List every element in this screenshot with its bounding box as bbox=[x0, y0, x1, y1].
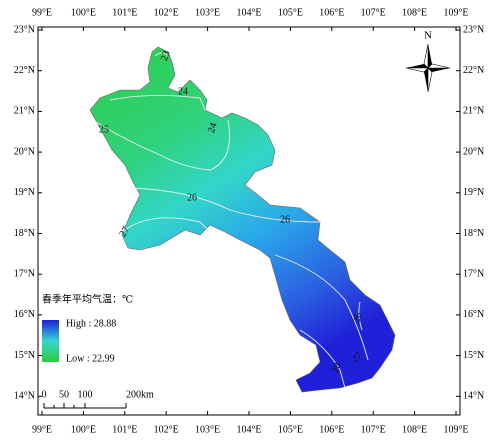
legend-ramp bbox=[42, 320, 59, 362]
legend-title: 春季年平均气温：℃ bbox=[42, 292, 133, 305]
x-label-top: 105°E bbox=[278, 7, 303, 18]
legend-high: High : 28.88 bbox=[66, 318, 116, 329]
y-label-right: 18°N bbox=[463, 228, 484, 239]
north-arrow bbox=[405, 43, 451, 93]
y-label-right: 21°N bbox=[463, 106, 484, 117]
scale-label: 0 bbox=[42, 389, 47, 400]
contour-label: 25 bbox=[99, 124, 109, 135]
contour-label: 26 bbox=[352, 312, 365, 324]
contour-lines bbox=[95, 52, 369, 389]
scale-bar bbox=[43, 403, 127, 409]
x-label-top: 108°E bbox=[402, 7, 427, 18]
y-label-right: 14°N bbox=[463, 391, 484, 402]
country-shape bbox=[89, 46, 396, 393]
x-label-top: 101°E bbox=[112, 7, 137, 18]
y-label-left: 20°N bbox=[14, 146, 35, 157]
y-label-right: 20°N bbox=[463, 146, 484, 157]
frame-ticks bbox=[38, 27, 460, 415]
x-label-bottom: 105°E bbox=[278, 424, 303, 435]
x-label-top: 103°E bbox=[195, 7, 220, 18]
y-label-left: 19°N bbox=[14, 187, 35, 198]
north-label: N bbox=[424, 30, 432, 42]
scale-label: 50 bbox=[59, 389, 69, 400]
x-label-bottom: 103°E bbox=[195, 424, 220, 435]
x-label-bottom: 101°E bbox=[112, 424, 137, 435]
y-label-right: 17°N bbox=[463, 268, 484, 279]
y-label-left: 22°N bbox=[14, 65, 35, 76]
contour-label: 23 bbox=[159, 49, 173, 62]
contour-label: 26 bbox=[280, 214, 290, 225]
contour-label: 26 bbox=[187, 192, 197, 203]
y-label-left: 18°N bbox=[14, 228, 35, 239]
x-label-top: 102°E bbox=[154, 7, 179, 18]
x-label-bottom: 106°E bbox=[319, 424, 344, 435]
contour-label: 27 bbox=[118, 225, 133, 239]
contour-label: 28 bbox=[330, 361, 344, 374]
y-label-left: 16°N bbox=[14, 309, 35, 320]
legend-low: Low : 22.99 bbox=[66, 353, 115, 364]
y-label-left: 15°N bbox=[14, 350, 35, 361]
x-label-top: 109°E bbox=[443, 7, 468, 18]
y-label-left: 21°N bbox=[14, 106, 35, 117]
y-label-left: 14°N bbox=[14, 391, 35, 402]
y-label-right: 23°N bbox=[463, 24, 484, 35]
x-label-bottom: 109°E bbox=[443, 424, 468, 435]
x-label-bottom: 100°E bbox=[71, 424, 96, 435]
x-label-bottom: 107°E bbox=[361, 424, 386, 435]
scale-labels: 0 50 100 200km bbox=[42, 389, 155, 400]
scale-label: 100 bbox=[78, 389, 93, 400]
x-label-top: 104°E bbox=[236, 7, 261, 18]
x-label-top: 99°E bbox=[32, 7, 52, 18]
y-label-left: 17°N bbox=[14, 268, 35, 279]
x-label-top: 106°E bbox=[319, 7, 344, 18]
x-label-bottom: 102°E bbox=[154, 424, 179, 435]
y-label-right: 15°N bbox=[463, 350, 484, 361]
x-label-bottom: 108°E bbox=[402, 424, 427, 435]
contour-label: 24 bbox=[178, 86, 188, 97]
x-label-top: 107°E bbox=[361, 7, 386, 18]
scale-label: 200km bbox=[126, 389, 154, 400]
x-label-top: 100°E bbox=[71, 7, 96, 18]
y-label-right: 16°N bbox=[463, 309, 484, 320]
y-label-right: 22°N bbox=[463, 65, 484, 76]
y-label-right: 19°N bbox=[463, 187, 484, 198]
x-label-bottom: 99°E bbox=[32, 424, 52, 435]
contour-label: 24 bbox=[206, 121, 220, 134]
y-label-left: 23°N bbox=[14, 24, 35, 35]
x-label-bottom: 104°E bbox=[236, 424, 261, 435]
